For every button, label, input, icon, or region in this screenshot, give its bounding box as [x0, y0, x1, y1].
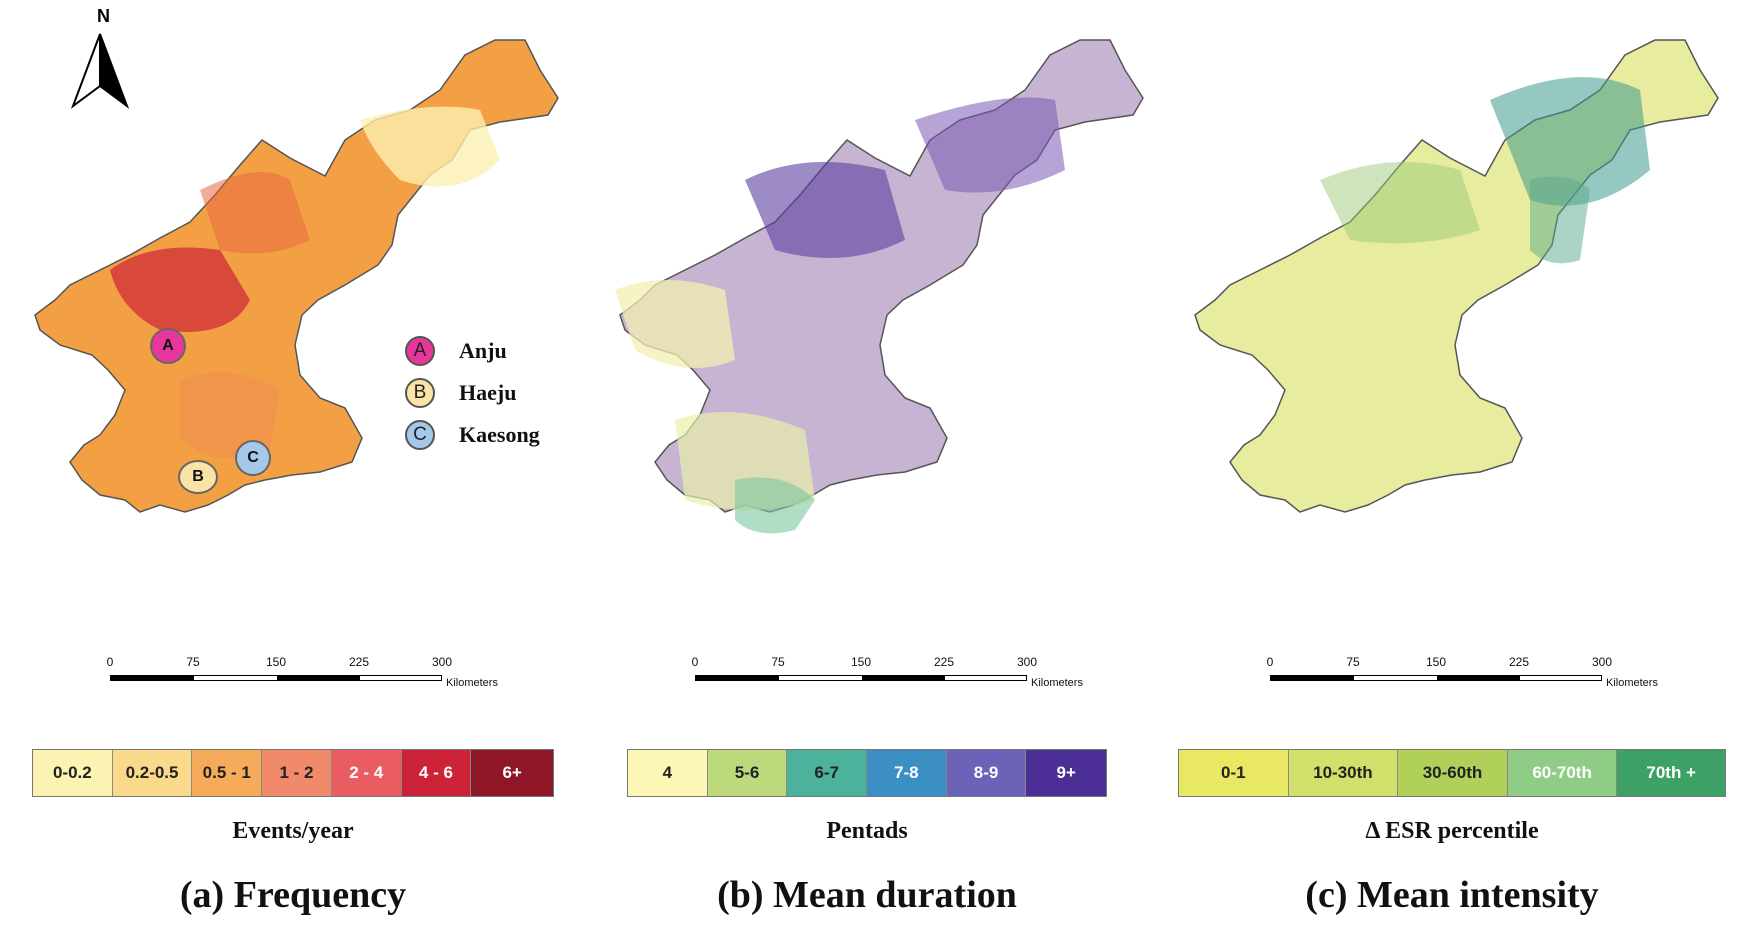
- scalebar-tick: 0: [1266, 655, 1274, 669]
- legend-cell: 6+: [471, 750, 553, 796]
- scalebar-track: [1270, 675, 1602, 681]
- legend-cell: 60-70th: [1507, 750, 1618, 796]
- haeju-marker: B: [178, 460, 218, 494]
- scalebar-units: Kilometers: [1031, 677, 1083, 689]
- scalebar-tick: 75: [771, 655, 785, 669]
- mean-duration-legend-title: Pentads: [826, 818, 908, 844]
- north-arrow-label: N: [97, 6, 110, 26]
- scalebar-units: Kilometers: [446, 677, 498, 689]
- scalebar-tick: 0: [106, 655, 114, 669]
- legend-cell: 30-60th: [1398, 750, 1508, 796]
- city-key-haeju-name: Haeju: [459, 380, 517, 405]
- legend-cell: 4 - 6: [401, 750, 472, 796]
- mean-duration-panel-title: (b) Mean duration: [717, 874, 1017, 916]
- legend-cell: 2 - 4: [331, 750, 402, 796]
- legend-cell: 1 - 2: [262, 750, 332, 796]
- scalebar-tick: 225: [933, 655, 955, 669]
- scalebar-tick: 150: [1425, 655, 1447, 669]
- scalebar: 0 75 150 225 300 Kilometers: [1266, 655, 1658, 695]
- city-key-anju-circle: A: [405, 336, 435, 366]
- frequency-panel-title: (a) Frequency: [179, 874, 407, 916]
- scalebar-tick: 0: [691, 655, 699, 669]
- scalebar-tick: 300: [1016, 655, 1038, 669]
- frequency-legend: 0-0.2 0.2-0.5 0.5 - 1 1 - 2 2 - 4 4 - 6 …: [32, 749, 554, 797]
- scalebar-tick: 300: [1591, 655, 1613, 669]
- scalebar-tick: 150: [265, 655, 287, 669]
- scalebar-tick: 300: [431, 655, 453, 669]
- kaesong-marker-label: C: [247, 449, 259, 466]
- city-key-anju-name: Anju: [459, 338, 507, 363]
- legend-cell: 10-30th: [1288, 750, 1399, 796]
- scalebar-tick: 225: [348, 655, 370, 669]
- frequency-legend-title: Events/year: [232, 818, 354, 844]
- scalebar-tick: 150: [850, 655, 872, 669]
- legend-cell: 70th +: [1617, 750, 1725, 796]
- kaesong-marker: C: [235, 440, 271, 476]
- city-key-kaesong-name: Kaesong: [459, 422, 540, 447]
- city-key-kaesong: C Kaesong: [405, 420, 540, 450]
- legend-cell: 6-7: [787, 750, 868, 796]
- legend-cell: 4: [628, 750, 708, 796]
- mean-duration-legend: 4 5-6 6-7 7-8 8-9 9+: [627, 749, 1107, 797]
- scalebar-tick: 75: [1346, 655, 1360, 669]
- scalebar-track: [110, 675, 442, 681]
- anju-marker-label: A: [162, 337, 174, 354]
- legend-cell: 9+: [1026, 750, 1107, 796]
- city-key-haeju: B Haeju: [405, 378, 516, 408]
- anju-marker: A: [150, 328, 186, 364]
- city-key-anju: A Anju: [405, 336, 507, 366]
- city-key-haeju-letter: B: [413, 382, 427, 403]
- north-arrow: N: [70, 6, 140, 116]
- scalebar-tick: 75: [186, 655, 200, 669]
- haeju-marker-label: B: [192, 468, 204, 485]
- legend-cell: 0.2-0.5: [112, 750, 193, 796]
- mean-intensity-panel-title: (c) Mean intensity: [1305, 874, 1599, 916]
- scalebar: 0 75 150 225 300 Kilometers: [106, 655, 498, 695]
- legend-cell: 0-0.2: [33, 750, 113, 796]
- legend-cell: 5-6: [707, 750, 788, 796]
- scalebar-units: Kilometers: [1606, 677, 1658, 689]
- city-key-haeju-circle: B: [405, 378, 435, 408]
- panel-mean-duration: 0 75 150 225 300 Kilometers 4 5-6 6-7 7-…: [585, 0, 1145, 929]
- scalebar: 0 75 150 225 300 Kilometers: [691, 655, 1083, 695]
- legend-cell: 0.5 - 1: [192, 750, 263, 796]
- frequency-map: [34, 39, 559, 513]
- legend-cell: 0-1: [1179, 750, 1289, 796]
- panel-mean-intensity: 0 75 150 225 300 Kilometers 0-1 10-30th …: [1160, 0, 1726, 929]
- legend-cell: 7-8: [867, 750, 947, 796]
- scalebar-tick: 225: [1508, 655, 1530, 669]
- city-key-kaesong-letter: C: [413, 424, 427, 445]
- city-key-anju-letter: A: [413, 340, 427, 361]
- mean-intensity-legend: 0-1 10-30th 30-60th 60-70th 70th +: [1178, 749, 1726, 797]
- mean-intensity-map: [1194, 39, 1719, 513]
- mean-intensity-legend-title: Δ ESR percentile: [1365, 818, 1539, 844]
- panel-frequency: A B C A Anju B Haeju C Kaesong 0 75 150 …: [0, 0, 560, 929]
- legend-cell: 8-9: [946, 750, 1027, 796]
- north-arrow-icon: [70, 33, 130, 109]
- city-key-kaesong-circle: C: [405, 420, 435, 450]
- mean-duration-map: [615, 39, 1144, 534]
- scalebar-track: [695, 675, 1027, 681]
